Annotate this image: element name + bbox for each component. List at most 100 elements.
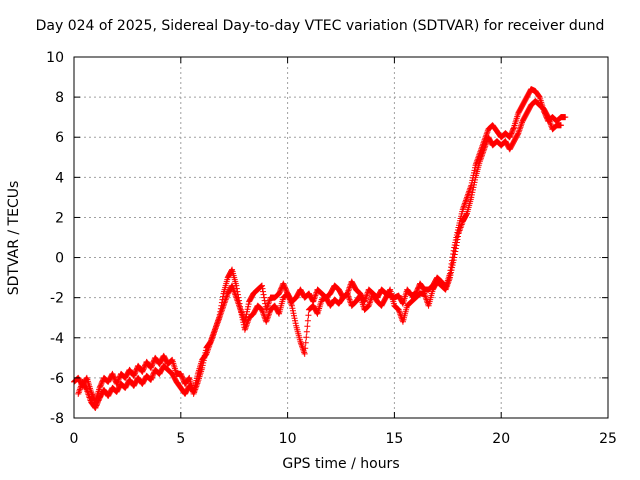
x-tick-label: 15: [385, 431, 403, 447]
data-point: [508, 129, 515, 136]
data-point: [301, 350, 308, 357]
data-point: [289, 307, 296, 314]
data-point: [140, 365, 147, 372]
data-point: [88, 388, 95, 395]
chart-title: Day 024 of 2025, Sidereal Day-to-day VTE…: [35, 18, 605, 34]
data-point: [454, 236, 461, 243]
data-point: [148, 362, 155, 369]
data-point: [451, 251, 458, 258]
data-point: [237, 306, 244, 313]
data-point: [302, 339, 309, 346]
data-point: [470, 184, 477, 191]
data-point: [510, 125, 517, 132]
data-point: [114, 378, 121, 385]
data-point: [514, 131, 521, 138]
data-point: [288, 302, 295, 309]
data-point: [97, 383, 104, 390]
data-point: [276, 290, 283, 297]
y-tick-label: -6: [50, 371, 64, 387]
data-point: [558, 122, 565, 129]
data-point: [304, 323, 311, 330]
data-point: [150, 371, 157, 378]
data-point: [168, 357, 175, 364]
data-point: [507, 131, 514, 138]
y-tick-label: -4: [50, 331, 64, 347]
data-point: [454, 233, 461, 240]
data-point: [303, 328, 310, 335]
data-point: [448, 267, 455, 274]
data-point: [116, 374, 123, 381]
data-point: [449, 264, 456, 271]
data-point: [111, 374, 118, 381]
data-point: [291, 315, 298, 322]
data-point: [114, 379, 121, 386]
data-point: [243, 311, 250, 318]
data-point: [238, 311, 245, 318]
y-tick-label: 4: [55, 170, 64, 186]
data-point: [277, 286, 284, 293]
data-point: [453, 239, 460, 246]
data-point: [447, 272, 454, 279]
data-point: [110, 373, 117, 380]
data-point: [98, 381, 105, 388]
data-point: [450, 259, 457, 266]
data-point: [258, 282, 265, 289]
y-tick-label: 10: [46, 50, 64, 66]
data-point: [115, 377, 122, 384]
data-point: [304, 317, 311, 324]
data-point: [260, 291, 267, 298]
data-point: [109, 372, 116, 379]
y-tick-label: -8: [50, 411, 64, 427]
data-point: [92, 404, 99, 411]
data-point: [150, 370, 157, 377]
data-point: [238, 309, 245, 316]
data-point: [99, 378, 106, 385]
data-point: [93, 402, 100, 409]
data-point: [303, 334, 310, 341]
data-point: [469, 189, 476, 196]
data-point: [509, 126, 516, 133]
data-points: [71, 86, 569, 411]
data-point: [95, 397, 102, 404]
data-point: [290, 310, 297, 317]
data-point: [544, 113, 551, 120]
data-point: [179, 374, 186, 381]
data-point: [302, 345, 309, 352]
data-point: [509, 127, 516, 134]
data-point: [96, 384, 103, 391]
y-axis-label: SDTVAR / TECUs: [6, 180, 22, 296]
data-point: [140, 366, 147, 373]
data-point: [289, 305, 296, 312]
data-point: [275, 309, 282, 316]
data-point: [472, 176, 479, 183]
data-point: [536, 93, 543, 100]
data-point: [507, 132, 514, 139]
data-point: [239, 314, 246, 321]
data-point: [149, 361, 156, 368]
data-point: [94, 399, 101, 406]
data-point: [471, 179, 478, 186]
x-tick-label: 0: [70, 431, 79, 447]
data-point: [450, 257, 457, 264]
data-point: [452, 248, 459, 255]
plot-frame: [73, 56, 609, 419]
data-point: [260, 288, 267, 295]
data-point: [178, 373, 185, 380]
data-point: [131, 371, 138, 378]
data-point: [280, 280, 287, 287]
data-point: [130, 372, 137, 379]
data-point: [139, 368, 146, 375]
data-point: [414, 286, 421, 293]
data-point: [468, 194, 475, 201]
data-point: [413, 288, 420, 295]
data-point: [148, 363, 155, 370]
data-point: [228, 267, 235, 274]
data-point: [245, 303, 252, 310]
data-point: [414, 285, 421, 292]
data-point: [471, 167, 478, 174]
data-point: [259, 285, 266, 292]
data-point: [291, 312, 298, 319]
x-tick-label: 5: [176, 431, 185, 447]
data-point: [115, 375, 122, 382]
